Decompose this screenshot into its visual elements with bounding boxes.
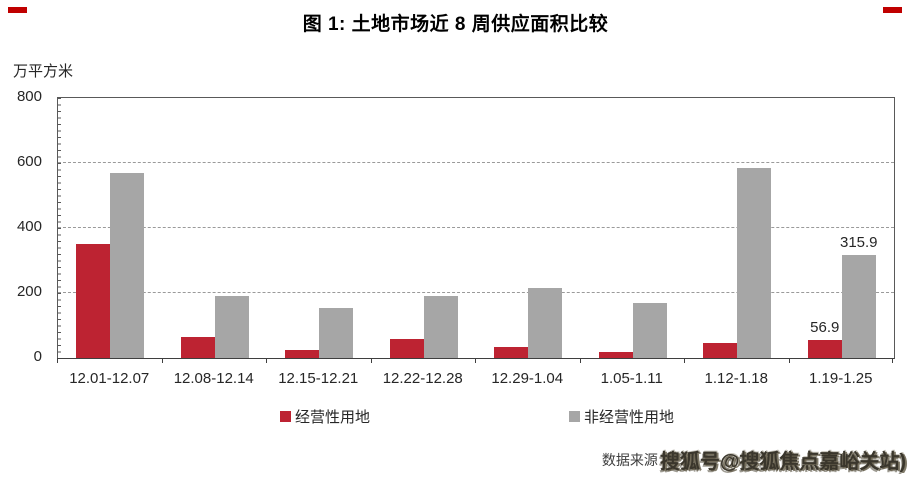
legend-swatch: [280, 411, 291, 422]
bar-非经营性用地: [737, 167, 772, 358]
x-axis-tick: [266, 358, 267, 363]
x-category-label: 12.29-1.04: [491, 370, 564, 387]
x-axis: 12.01-12.07 12.08-12.14 12.15-12.21 12.22-1…: [57, 370, 893, 390]
y-tick-label: 600: [16, 153, 42, 170]
bar-非经营性用地: [319, 307, 354, 358]
bar-非经营性用地: [632, 302, 667, 358]
source-note: 数据来源 搜狐号@搜狐焦点嘉峪关站): [602, 445, 906, 474]
watermark-text: 搜狐号@搜狐焦点嘉峪关站): [659, 451, 906, 473]
plot-area: 56.9 315.9: [57, 97, 895, 359]
x-axis-tick: [684, 358, 685, 363]
bar-group: [807, 255, 876, 358]
data-label: 315.9: [839, 234, 878, 252]
gridline: [58, 162, 894, 163]
legend-item: 非经营性用地: [569, 406, 674, 427]
x-axis-tick: [892, 358, 893, 363]
legend-label: 非经营性用地: [584, 409, 675, 426]
bar-group: [598, 302, 667, 358]
y-tick-label: 800: [16, 88, 42, 105]
data-label: 56.9: [810, 318, 840, 336]
bar-经营性用地: [598, 351, 633, 358]
x-axis-tick: [788, 358, 790, 363]
y-axis-unit-label: 万平方米: [13, 63, 74, 80]
x-category-label: 1.05-1.11: [600, 370, 663, 387]
x-axis-tick: [370, 358, 372, 363]
y-tick-label: 400: [16, 218, 42, 235]
bar-非经营性用地: [841, 255, 876, 358]
bar-非经营性用地: [214, 296, 249, 358]
bar-非经营性用地: [423, 296, 458, 358]
y-axis-minor-ticks: [58, 98, 61, 358]
bar-经营性用地: [389, 338, 424, 358]
red-corner-mark-right: [883, 7, 902, 13]
x-axis-tick: [57, 358, 58, 363]
x-category-label: 1.12-1.18: [704, 370, 768, 387]
bar-group: [703, 167, 772, 358]
chart-title: 图 1: 土地市场近 8 周供应面积比较: [302, 14, 609, 35]
x-category-label: 1.19-1.25: [809, 370, 873, 387]
y-tick-label: 200: [16, 283, 42, 300]
bar-经营性用地: [285, 349, 320, 358]
x-axis-ticks: [57, 358, 893, 363]
legend-item: 经营性用地: [280, 406, 370, 427]
y-tick-label: 0: [33, 348, 42, 365]
bar-经营性用地: [180, 336, 215, 358]
bar-经营性用地: [807, 339, 842, 358]
gridline: [58, 227, 894, 228]
bar-group: [389, 296, 458, 358]
gridline: [58, 292, 894, 293]
x-axis-tick: [475, 358, 476, 363]
bar-经营性用地: [76, 244, 111, 358]
source-prefix: 数据来源: [601, 451, 658, 468]
red-corner-mark-left: [8, 7, 27, 13]
legend: 经营性用地 非经营性用地: [0, 406, 911, 426]
bar-经营性用地: [703, 343, 738, 358]
x-axis-tick: [161, 358, 163, 363]
bar-非经营性用地: [528, 288, 563, 358]
legend-swatch: [569, 411, 580, 422]
bar-group: [180, 296, 249, 358]
x-category-label: 12.22-12.28: [382, 370, 463, 387]
x-axis-tick: [579, 358, 581, 363]
bar-group: [76, 172, 145, 358]
x-category-label: 12.15-12.21: [278, 370, 359, 387]
bar-group: [494, 288, 563, 358]
legend-label: 经营性用地: [295, 409, 371, 426]
y-axis: 0 200 400 600 800: [0, 88, 42, 365]
bar-group: [285, 307, 354, 358]
bar-经营性用地: [494, 346, 529, 358]
x-category-label: 12.08-12.14: [173, 370, 254, 387]
x-category-label: 12.01-12.07: [69, 370, 150, 387]
bar-非经营性用地: [110, 172, 145, 358]
